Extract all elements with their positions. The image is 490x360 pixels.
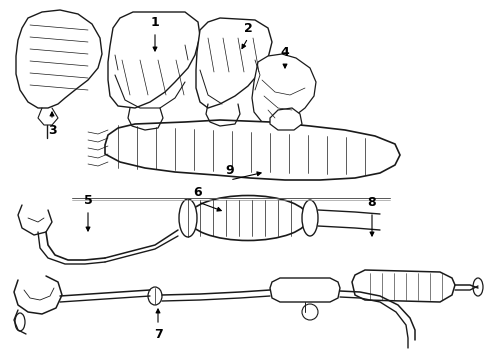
Text: 5: 5: [84, 194, 93, 207]
Text: 9: 9: [226, 163, 234, 176]
Ellipse shape: [473, 278, 483, 296]
Polygon shape: [105, 120, 400, 180]
Polygon shape: [270, 108, 302, 130]
Polygon shape: [352, 270, 455, 302]
Polygon shape: [196, 18, 272, 108]
Ellipse shape: [169, 31, 183, 53]
Ellipse shape: [135, 31, 149, 53]
Circle shape: [302, 304, 318, 320]
Text: 8: 8: [368, 195, 376, 208]
Polygon shape: [108, 12, 200, 108]
Ellipse shape: [148, 287, 162, 305]
Polygon shape: [270, 278, 340, 302]
Ellipse shape: [179, 199, 197, 237]
Text: 2: 2: [244, 22, 252, 35]
Text: 6: 6: [194, 185, 202, 198]
Polygon shape: [252, 54, 316, 124]
Text: 7: 7: [154, 328, 162, 342]
Ellipse shape: [302, 200, 318, 236]
Text: 3: 3: [48, 123, 56, 136]
Text: 1: 1: [150, 15, 159, 28]
Ellipse shape: [118, 31, 132, 53]
Ellipse shape: [152, 31, 166, 53]
Ellipse shape: [15, 313, 25, 331]
Ellipse shape: [188, 195, 308, 240]
Polygon shape: [16, 10, 102, 108]
Text: 4: 4: [281, 45, 290, 58]
